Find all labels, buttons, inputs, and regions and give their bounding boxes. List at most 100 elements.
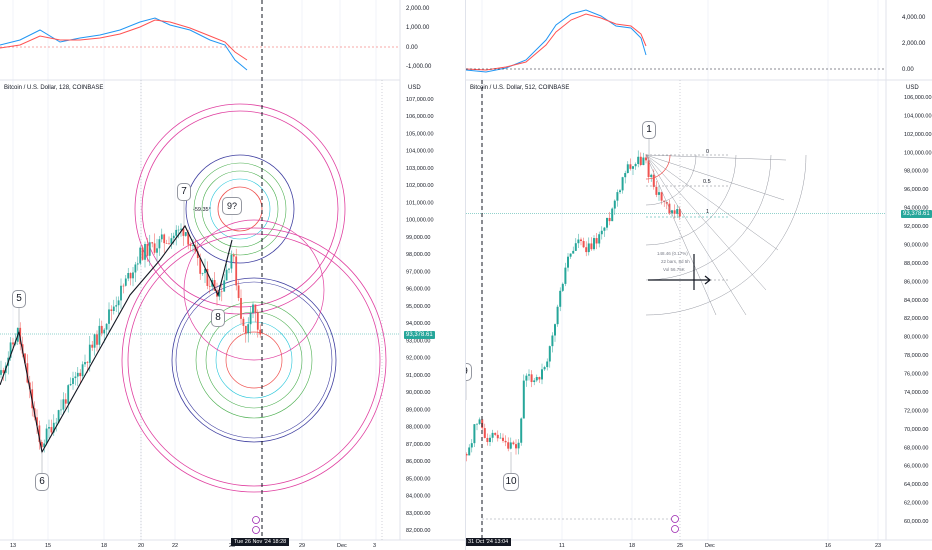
candle-body bbox=[187, 232, 190, 245]
candle-body bbox=[50, 427, 53, 433]
candle-body bbox=[199, 258, 202, 274]
big-circle-lower bbox=[121, 227, 387, 493]
fib-arc bbox=[645, 154, 807, 316]
right-price-tag: 93,378.61 bbox=[901, 210, 932, 218]
circle-green bbox=[193, 162, 287, 256]
candle-body bbox=[122, 285, 125, 287]
candle-body bbox=[112, 306, 115, 311]
price-tick-label: 72,000.00 bbox=[904, 408, 928, 414]
candle-body bbox=[580, 239, 582, 242]
candle-body bbox=[235, 256, 238, 286]
left-price-tag: 93,378.61 bbox=[404, 331, 435, 339]
price-tick-label: 102,000.00 bbox=[904, 132, 932, 138]
wave-label-9-question[interactable]: 9? bbox=[222, 197, 242, 215]
left-chart-canvas[interactable]: 2,000.001,000.000.00-1,000.0082,000.0083… bbox=[0, 0, 466, 550]
candle-body bbox=[512, 442, 515, 445]
candle-body bbox=[647, 160, 650, 178]
price-tick-label: 78,000.00 bbox=[904, 353, 928, 359]
circle-teal bbox=[209, 178, 271, 240]
price-tick-label: 106,000.00 bbox=[904, 95, 932, 101]
wave-label-8[interactable]: 8 bbox=[211, 309, 225, 327]
signal-line bbox=[466, 13, 647, 71]
candle-body bbox=[678, 209, 681, 217]
right-chart-pane[interactable]: 4,000.00 2,000.00 0.00 106,000.00 104,000.00… bbox=[466, 0, 932, 550]
candle-body bbox=[24, 353, 26, 364]
price-tick-label: 82,000.00 bbox=[904, 316, 928, 322]
signal-line bbox=[0, 19, 248, 61]
candle-body bbox=[9, 342, 12, 358]
candle-body bbox=[64, 399, 67, 404]
wave-label-10[interactable]: 10 bbox=[503, 473, 519, 491]
candle-body bbox=[585, 247, 588, 253]
candle-body bbox=[151, 242, 154, 244]
candle-body bbox=[476, 423, 478, 425]
candle-body bbox=[36, 417, 38, 426]
candle-body bbox=[165, 243, 168, 244]
price-tick-label: 99,000.00 bbox=[406, 235, 430, 241]
candle-body bbox=[676, 209, 679, 214]
candle-body bbox=[204, 268, 206, 274]
candle-body bbox=[60, 409, 62, 411]
macd-tick-label: 2,000.00 bbox=[406, 6, 430, 12]
circle-navy bbox=[185, 154, 295, 264]
candle-body bbox=[184, 232, 187, 236]
candle-body bbox=[247, 324, 250, 334]
measure-line-bars: 22 bars, 8d 5h bbox=[661, 259, 690, 264]
wave-label-9[interactable]: 9 bbox=[466, 363, 472, 381]
price-tick-label: 92,000.00 bbox=[904, 224, 928, 230]
candle-body bbox=[543, 367, 546, 370]
wave-label-1[interactable]: 1 bbox=[642, 121, 656, 139]
candle-body bbox=[574, 243, 577, 251]
circle-mid bbox=[183, 219, 325, 361]
fib-label-0: 0 bbox=[706, 149, 710, 155]
candle-body bbox=[587, 243, 590, 253]
candle-body bbox=[223, 280, 226, 292]
candle-body bbox=[470, 443, 473, 448]
candle-body bbox=[598, 234, 601, 244]
price-tick-label: 86,000.00 bbox=[904, 279, 928, 285]
candle-body bbox=[595, 238, 598, 244]
big-circle-outer-2 bbox=[141, 110, 339, 308]
wave-label-6[interactable]: 6 bbox=[35, 473, 49, 491]
candle-body bbox=[242, 318, 245, 326]
price-tick-label: 95,000.00 bbox=[406, 304, 430, 310]
candle-body bbox=[208, 285, 211, 287]
candle-body bbox=[57, 410, 60, 423]
price-tick-label: 96,000.00 bbox=[904, 187, 928, 193]
price-tick-label: 103,000.00 bbox=[406, 166, 434, 172]
circle-navy-lower-2 bbox=[175, 281, 333, 439]
candle-body bbox=[613, 200, 616, 209]
price-tick-label: 90,000.00 bbox=[406, 390, 430, 396]
candle-body bbox=[608, 217, 611, 222]
price-tick-label: 92,000.00 bbox=[406, 356, 430, 362]
wave-label-7[interactable]: 7 bbox=[177, 183, 191, 201]
candle-body bbox=[74, 376, 77, 379]
left-chart-pane[interactable]: 2,000.00 1,000.00 0.00 -1,000.00 82,000.00 83… bbox=[0, 0, 466, 550]
candle-body bbox=[120, 285, 122, 301]
candle-body bbox=[134, 264, 137, 273]
price-tick-label: 60,000.00 bbox=[904, 519, 928, 525]
candle-body bbox=[606, 217, 608, 228]
candle-body bbox=[559, 290, 562, 307]
right-chart-canvas[interactable]: 4,000.00 2,000.00 0.00 106,000.00 104,000.00… bbox=[466, 0, 932, 550]
time-tick-label: Dec bbox=[705, 543, 715, 549]
candle-body bbox=[103, 329, 106, 334]
candle-body bbox=[117, 300, 120, 306]
price-tick-label: 68,000.00 bbox=[904, 445, 928, 451]
left-price-unit: USD bbox=[408, 85, 421, 91]
fib-arc-red bbox=[645, 154, 671, 180]
pane-separator[interactable] bbox=[465, 0, 466, 550]
candle-body bbox=[546, 361, 549, 368]
price-tick-label: 98,000.00 bbox=[904, 169, 928, 175]
candle-body bbox=[535, 377, 538, 381]
candle-body bbox=[55, 422, 58, 424]
candle-body bbox=[240, 298, 242, 319]
candle-body bbox=[79, 372, 82, 377]
price-tick-label: 84,000.00 bbox=[904, 298, 928, 304]
wave-label-5[interactable]: 5 bbox=[12, 290, 26, 308]
measure-line-price: 148.46 (0.17%) bbox=[657, 251, 688, 256]
candle-body bbox=[530, 374, 533, 383]
fib-fan-line bbox=[645, 154, 785, 201]
candle-body bbox=[129, 273, 132, 279]
candle-body bbox=[254, 304, 257, 313]
